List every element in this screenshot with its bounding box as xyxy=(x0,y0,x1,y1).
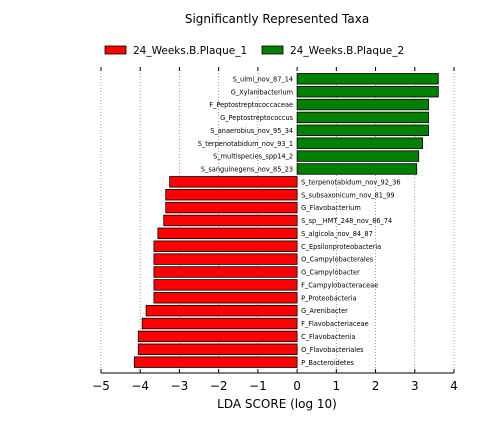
chart-title: Significantly Represented Taxa xyxy=(185,12,369,26)
x-axis-label: LDA SCORE (log 10) xyxy=(217,397,337,411)
x-tick-label: 1 xyxy=(333,379,341,393)
x-tick-label: −2 xyxy=(210,379,228,393)
bar xyxy=(141,317,298,330)
bar xyxy=(153,266,298,278)
bar xyxy=(296,124,429,137)
x-tick-label: −1 xyxy=(249,379,267,393)
bar-label: F_Flavobacteriaceae xyxy=(301,320,369,328)
legend-label: 24_Weeks.B.Plaque_2 xyxy=(290,45,404,57)
legend-label: 24_Weeks.B.Plaque_1 xyxy=(133,45,247,57)
bar xyxy=(153,240,298,252)
bar-label: F_Campylobacteraceae xyxy=(301,281,378,289)
bar-label: G_Xylanibacterium xyxy=(231,88,293,96)
bar-label: G_Campylobacter xyxy=(301,269,360,277)
bar-label: G_Peptostreptococcus xyxy=(220,114,294,122)
bars xyxy=(133,73,439,368)
bar-label: S_algicola_nov_84_87 xyxy=(301,230,373,238)
x-tick-label: 2 xyxy=(372,379,380,393)
x-tick-label: 4 xyxy=(450,379,458,393)
bar-label: P_Bacteroidetes xyxy=(301,359,354,367)
bar xyxy=(137,343,298,355)
bar xyxy=(296,73,439,85)
bar-label: P_Proteobacteria xyxy=(301,294,357,302)
x-tick-label: −4 xyxy=(131,379,149,393)
bar xyxy=(157,227,298,240)
bar xyxy=(296,98,429,111)
bar xyxy=(296,137,424,149)
bar-label: S_anaerobius_nov_95_34 xyxy=(210,127,293,135)
bar-label: S_sp__HMT_248_nov_86_74 xyxy=(301,217,392,225)
bar xyxy=(296,111,429,124)
bar xyxy=(153,253,298,265)
bar-label: O_Campylobacterales xyxy=(301,256,374,264)
bar-label: S_terpenotabidum_nov_92_36 xyxy=(301,178,401,186)
bar xyxy=(169,176,298,188)
legend-swatch xyxy=(104,45,127,55)
x-tick-label: −3 xyxy=(171,379,189,393)
bar xyxy=(296,150,420,162)
bar xyxy=(153,279,298,291)
bar-label: G_Flavobacterium xyxy=(301,204,361,212)
legend-swatch xyxy=(261,45,284,55)
bar xyxy=(165,201,298,214)
bar-label: C_Epsilonproteobacteria xyxy=(301,243,381,251)
bar xyxy=(137,330,298,343)
bar xyxy=(163,214,298,227)
bar xyxy=(153,292,298,304)
bar-label: F_Peptostreptococcaceae xyxy=(209,101,293,109)
bar-label: S_sanguinegens_nov_85_23 xyxy=(201,166,293,174)
x-axis-ticks: −5 −4 −3 −2 −1 0 1 2 3 4 xyxy=(92,67,458,393)
bar-label: S_terpenotabidum_nov_93_1 xyxy=(198,140,293,148)
bar xyxy=(296,85,439,98)
bar-label: C_Flavobacteriia xyxy=(301,333,355,341)
legend: 24_Weeks.B.Plaque_1 24_Weeks.B.Plaque_2 xyxy=(104,45,404,57)
bar-label: S_subsaxonicum_nov_81_99 xyxy=(301,191,395,199)
x-tick-label: 0 xyxy=(293,379,301,393)
bar xyxy=(296,163,418,175)
x-tick-label: 3 xyxy=(411,379,419,393)
bar-label: G_Arenibacter xyxy=(301,307,348,315)
bar-label: O_Flavobacteriales xyxy=(301,346,364,354)
bar-label: S_ulmi_nov_87_14 xyxy=(233,75,294,83)
bar xyxy=(145,304,298,317)
bar-labels: S_ulmi_nov_87_14 G_Xylanibacterium F_Pepto… xyxy=(198,75,401,366)
bar xyxy=(133,356,298,368)
x-tick-label: −5 xyxy=(92,379,110,393)
bar-label: S_multispecies_spp14_2 xyxy=(213,153,293,161)
bar xyxy=(165,189,298,201)
